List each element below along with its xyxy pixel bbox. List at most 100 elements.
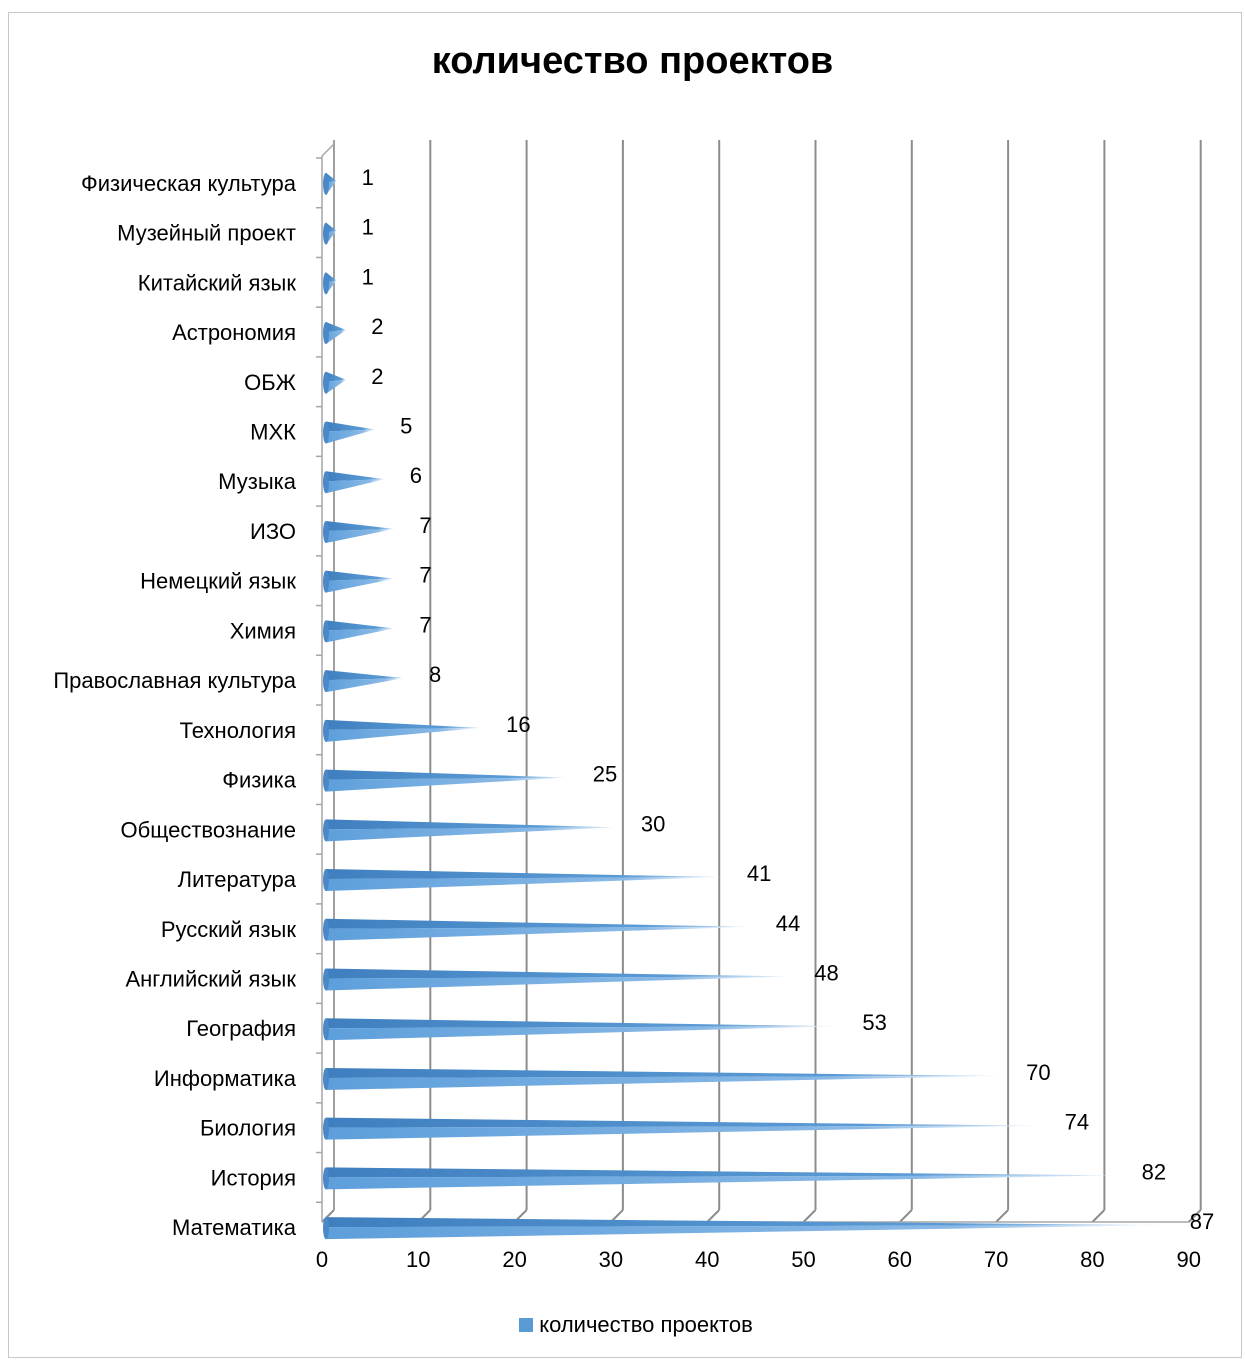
category-label: Китайский язык [138,270,297,295]
x-tick-label: 10 [406,1247,430,1272]
gridline-floor [706,1209,720,1223]
data-label: 5 [400,414,412,439]
x-tick-label: 80 [1080,1247,1104,1272]
bar-cone-bottom [326,926,751,941]
bar-cone-top [326,918,751,929]
bar-cone-base [323,570,329,593]
gridline-floor [802,1209,817,1223]
bar-cone-bottom [326,877,722,892]
category-label: Математика [172,1215,297,1240]
bar-cone-bottom [326,330,347,345]
gridline-floor [995,1209,1009,1223]
category-label: Информатика [154,1066,297,1091]
bar-cone-top [326,371,347,382]
category-label: Музыка [218,469,297,494]
category-label: Немецкий язык [140,569,296,594]
data-label: 7 [419,612,431,637]
bar-cone-base [323,1018,329,1041]
x-tick-label: 0 [316,1247,328,1272]
category-label: Физическая культура [81,171,297,196]
bar-cone-top [326,520,395,531]
x-tick-label: 30 [599,1247,623,1272]
data-label: 1 [362,165,374,190]
bar-cone-bottom [326,976,790,991]
category-label: Обществознание [121,817,296,842]
category-label: Астрономия [172,320,296,345]
data-label: 6 [410,463,422,488]
category-label: Английский язык [125,967,296,992]
bar-cone-top [326,1067,1001,1078]
category-label: География [186,1016,296,1041]
bar-cone-top [326,670,404,681]
bar-cone-base [323,1117,329,1140]
category-label: История [211,1165,296,1190]
bar-cone-bottom [326,479,385,494]
bar-cone-bottom [326,628,395,643]
bar-cone-bottom [326,528,395,543]
bar-cone-top [326,421,375,432]
bar-cone-top [326,968,790,979]
bar-cone-base [323,719,329,742]
data-label: 1 [362,215,374,240]
bar-cone-bottom [326,578,395,593]
bar-cone-base [323,471,329,494]
category-label: Физика [222,768,296,793]
bar-cone-top [326,769,568,780]
data-label: 74 [1065,1110,1089,1135]
bar-cone-top [326,1217,1165,1228]
data-label: 7 [419,513,431,538]
x-tick-label: 50 [791,1247,815,1272]
x-tick-label: 60 [888,1247,912,1272]
legend: количество проектов [0,1312,1245,1338]
category-label: Православная культура [53,668,296,693]
bar-cone-top [326,719,481,730]
data-label: 53 [862,1010,886,1035]
bar-cone-base [323,1167,329,1190]
bar-cone-bottom [326,1075,1001,1090]
chart-title: количество проектов [431,40,834,82]
category-label: МХК [250,420,296,445]
data-label: 7 [419,563,431,588]
data-label: 48 [814,961,838,986]
x-tick-label: 20 [502,1247,526,1272]
bar-cone-bottom [326,379,347,394]
data-label: 2 [371,314,383,339]
data-label: 25 [593,762,617,787]
gridline-floor [1091,1209,1106,1223]
bar-cone-base [323,670,329,693]
gridline-floor [1187,1209,1202,1223]
data-label: 70 [1026,1060,1050,1085]
category-label: Химия [230,618,296,643]
data-label: 82 [1142,1159,1166,1184]
bar-cone-top [326,620,395,631]
legend-swatch [519,1318,534,1332]
bar-cone-top [326,570,395,581]
x-tick-label: 70 [984,1247,1008,1272]
bar-cone-base [323,1067,329,1090]
bar-cone-base [323,520,329,543]
x-tick-label: 40 [695,1247,719,1272]
bar-cone-top [326,322,347,333]
bar-cone-base [323,918,329,941]
bar-cone-bottom [326,727,481,742]
bar-cone-bottom [326,1026,838,1041]
category-label: Русский язык [161,917,297,942]
bar-cone-top [326,1018,838,1029]
data-label: 8 [429,662,441,687]
bar-cone-base [323,769,329,792]
data-label: 41 [747,861,771,886]
bar-cone-base [323,620,329,643]
data-label: 2 [371,364,383,389]
category-label: Музейный проект [117,221,296,246]
bar-cone-base [323,322,329,345]
bar-cone-bottom [326,1125,1040,1140]
bar-cone-base [323,968,329,991]
data-label: 30 [641,811,665,836]
category-label: Литература [178,867,297,892]
category-label: ОБЖ [244,370,297,395]
bar-cone-top [326,819,616,830]
data-label: 87 [1190,1209,1214,1234]
bar-cone-base [323,222,329,245]
bar-cone-top [326,471,385,482]
category-label: ИЗО [250,519,296,544]
